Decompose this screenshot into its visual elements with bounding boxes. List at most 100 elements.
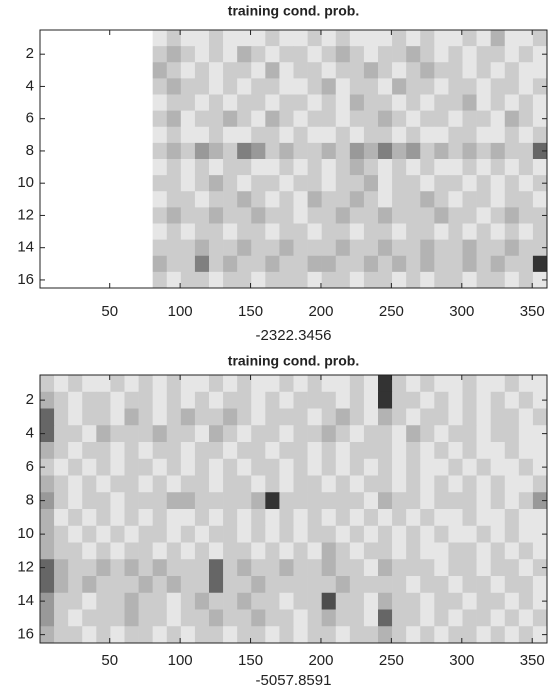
- heat-cell: [82, 475, 97, 493]
- heat-cell: [40, 542, 55, 560]
- heat-cell: [462, 271, 477, 289]
- heat-cell: [124, 271, 139, 289]
- heat-cell: [406, 509, 421, 527]
- heat-cell: [279, 425, 294, 443]
- heat-cell: [476, 492, 491, 510]
- heat-cell: [166, 159, 182, 176]
- heat-cell: [504, 191, 520, 208]
- heat-cell: [194, 239, 210, 257]
- heat-cell: [504, 442, 520, 460]
- heat-cell: [124, 475, 139, 493]
- heat-cell: [40, 475, 55, 493]
- x-axis-label: -5057.8591: [256, 672, 332, 689]
- heat-cell: [532, 62, 548, 79]
- heat-cell: [518, 142, 534, 160]
- heat-cell: [420, 525, 435, 543]
- heat-cell: [166, 592, 182, 610]
- heat-cell: [307, 255, 322, 273]
- heat-cell: [223, 239, 238, 257]
- heat-cell: [68, 46, 83, 63]
- heat-cell: [532, 239, 548, 257]
- heat-cell: [363, 207, 379, 224]
- heat-cell: [321, 223, 337, 240]
- heat-cell: [96, 425, 111, 443]
- heat-cell: [82, 375, 97, 393]
- heat-cell: [209, 509, 224, 527]
- heat-cell: [518, 126, 534, 144]
- heat-cell: [166, 191, 182, 208]
- heat-cell: [237, 559, 252, 577]
- heat-cell: [251, 62, 266, 79]
- heat-cell: [321, 30, 337, 47]
- heat-cell: [209, 442, 224, 460]
- heat-cell: [265, 110, 280, 128]
- heat-cell: [265, 559, 280, 577]
- heat-cell: [434, 458, 449, 476]
- heat-cell: [110, 442, 125, 460]
- heat-cell: [392, 576, 407, 594]
- y-tick-label: 4: [26, 77, 34, 94]
- heat-cell: [476, 425, 491, 443]
- heat-cell: [434, 492, 449, 510]
- heat-cell: [251, 609, 266, 627]
- heat-cell: [194, 492, 210, 510]
- heat-cell: [406, 207, 421, 224]
- heat-cell: [434, 255, 449, 273]
- heat-cell: [462, 223, 477, 240]
- heat-cell: [265, 542, 280, 560]
- heat-cell: [293, 525, 308, 543]
- heat-cell: [82, 110, 97, 128]
- heat-cell: [237, 375, 252, 393]
- heat-cell: [448, 609, 463, 627]
- heat-cell: [307, 207, 322, 224]
- heat-cell: [392, 609, 407, 627]
- heat-cell: [138, 30, 153, 47]
- heat-cell: [96, 30, 111, 47]
- heat-cell: [349, 255, 365, 273]
- heat-cell: [392, 175, 407, 192]
- heat-cell: [406, 592, 421, 610]
- heat-cell: [54, 142, 69, 160]
- heat-cell: [349, 458, 365, 476]
- heat-cell: [335, 30, 351, 47]
- heat-cell: [378, 30, 393, 47]
- heat-cell: [209, 110, 224, 128]
- heat-cell: [194, 78, 210, 95]
- heat-cell: [54, 525, 69, 543]
- heat-cell: [349, 223, 365, 240]
- heat-cell: [448, 576, 463, 594]
- heat-cell: [110, 375, 125, 393]
- heat-cell: [265, 391, 280, 409]
- heat-cell: [504, 425, 520, 443]
- heat-cell: [532, 626, 548, 644]
- heat-cell: [406, 239, 421, 257]
- y-tick-label: 10: [17, 525, 34, 542]
- heat-cell: [378, 191, 393, 208]
- heat-cell: [279, 255, 294, 273]
- heat-cell: [251, 475, 266, 493]
- heat-cell: [54, 442, 69, 460]
- heat-cell: [392, 255, 407, 273]
- heat-cell: [406, 375, 421, 393]
- heat-cell: [124, 255, 139, 273]
- heat-cell: [307, 391, 322, 409]
- heat-cell: [307, 592, 322, 610]
- heat-cell: [237, 442, 252, 460]
- heat-cell: [124, 391, 139, 409]
- heat-cell: [363, 408, 379, 426]
- heat-cell: [363, 110, 379, 128]
- heat-cell: [152, 175, 168, 192]
- heat-cell: [406, 271, 421, 289]
- heat-cell: [82, 559, 97, 577]
- heat-cell: [166, 46, 182, 63]
- heat-cell: [420, 509, 435, 527]
- heat-cell: [392, 525, 407, 543]
- heat-cell: [40, 271, 55, 289]
- heat-cell: [476, 46, 491, 63]
- heat-cell: [462, 126, 477, 144]
- heat-cell: [476, 609, 491, 627]
- heat-cell: [138, 609, 153, 627]
- heat-cell: [363, 175, 379, 192]
- heat-cell: [279, 492, 294, 510]
- heat-cell: [251, 191, 266, 208]
